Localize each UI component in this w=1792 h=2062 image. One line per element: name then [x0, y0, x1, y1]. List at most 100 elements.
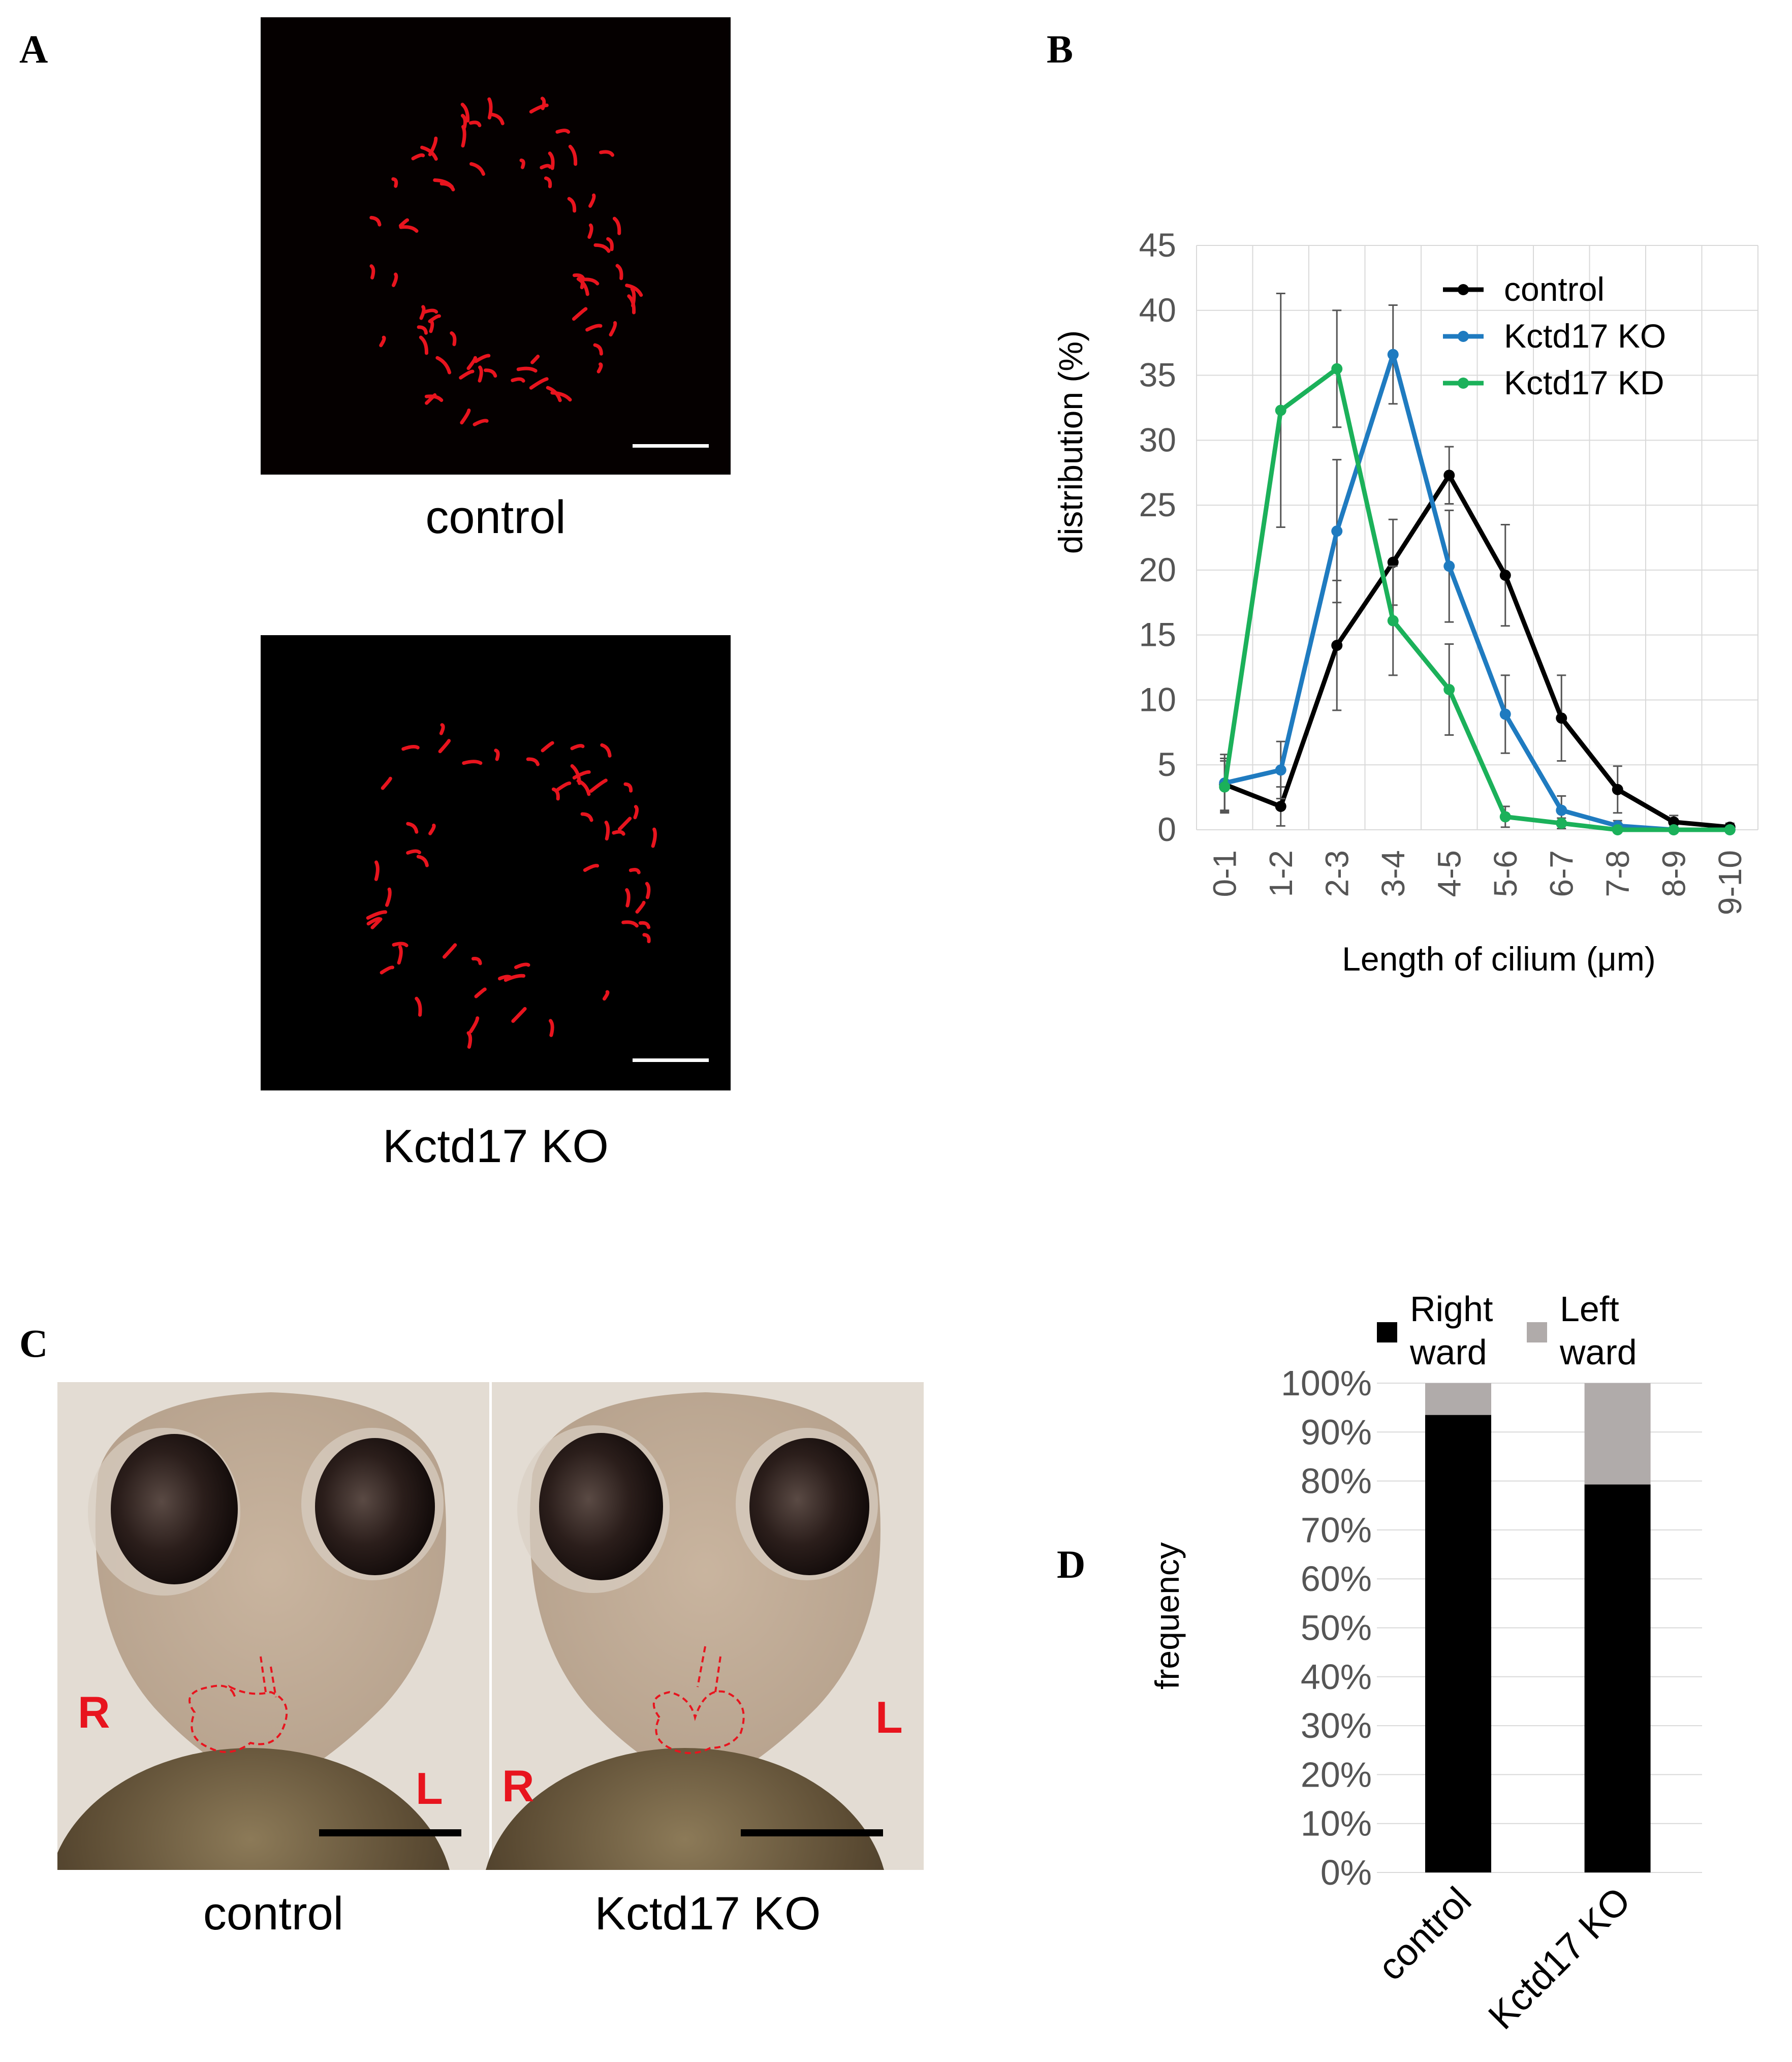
series-line	[1222, 366, 1730, 832]
cilium-mark	[599, 150, 614, 157]
cilium-mark	[379, 335, 386, 348]
data-point	[1612, 784, 1623, 795]
cilium-mark	[462, 760, 483, 765]
scale-bar	[319, 1829, 461, 1836]
cilium-mark	[587, 223, 593, 239]
legend-swatch	[1527, 1322, 1547, 1342]
cilium-mark	[369, 264, 375, 279]
data-point	[1612, 824, 1623, 835]
left-marker: L	[416, 1763, 443, 1814]
cilium-mark	[484, 368, 497, 378]
cilium-mark	[593, 343, 603, 356]
eye-icon	[539, 1433, 663, 1580]
cilium-mark	[494, 748, 500, 761]
y-tick-label: 100%	[1281, 1363, 1372, 1403]
cilium-mark	[392, 942, 408, 948]
x-tick-label: 6-7	[1543, 850, 1580, 897]
y-tick-label: 50%	[1301, 1608, 1372, 1648]
cilium-mark	[428, 136, 438, 157]
x-tick-label: 5-6	[1487, 850, 1524, 897]
eye-icon	[111, 1434, 238, 1584]
cilium-mark	[568, 144, 578, 166]
x-tick-label: 1-2	[1263, 850, 1299, 897]
panel-label-d: D	[1057, 1542, 1086, 1586]
data-point	[1331, 363, 1343, 374]
cilium-mark	[370, 917, 383, 929]
cilium-mark	[593, 243, 611, 253]
data-point	[1387, 556, 1399, 568]
y-tick-label: 10	[1139, 680, 1176, 718]
cilium-mark	[401, 744, 420, 751]
caption-a-control: control	[425, 491, 566, 543]
scale-bar	[633, 1058, 709, 1062]
data-point	[1331, 640, 1343, 651]
x-tick-label: 2-3	[1318, 850, 1355, 897]
legend-swatch	[1377, 1322, 1397, 1342]
cilium-mark	[469, 162, 485, 176]
x-tick-label: 8-9	[1655, 850, 1692, 897]
left-marker: L	[875, 1692, 903, 1742]
data-point	[1443, 684, 1455, 695]
legend-label: Kctd17 KD	[1504, 364, 1664, 401]
legend-label: Left	[1560, 1289, 1619, 1329]
cilium-mark	[621, 920, 639, 928]
cilium-mark	[461, 124, 466, 148]
eye-icon	[315, 1438, 435, 1575]
x-tick-label: 0-1	[1206, 850, 1243, 897]
cilium-mark	[540, 97, 546, 110]
cilium-mark	[589, 778, 608, 793]
y-tick-label: 90%	[1301, 1412, 1372, 1452]
scale-bar	[633, 444, 709, 448]
heart-outline	[652, 1690, 745, 1754]
data-point	[1499, 811, 1511, 823]
cilium-mark	[581, 277, 600, 286]
embryo-kctd17-ko	[486, 1382, 924, 1870]
x-axis-label: Length of cilium (μm)	[1342, 940, 1656, 978]
cilium-mark	[461, 114, 467, 130]
cilium-mark	[392, 272, 398, 287]
legend-marker	[1458, 331, 1469, 342]
cilium-mark	[511, 1007, 527, 1023]
cilium-mark	[540, 164, 552, 170]
y-tick-label: 70%	[1301, 1510, 1372, 1550]
cilium-mark	[551, 787, 560, 801]
cilium-mark	[572, 770, 591, 780]
cilium-mark	[391, 177, 398, 188]
cilium-mark	[468, 120, 482, 128]
cilium-mark	[567, 197, 577, 213]
bar-segment	[1425, 1383, 1491, 1415]
cilium-mark	[642, 933, 651, 944]
cilium-mark	[633, 805, 639, 820]
cilium-mark	[406, 822, 419, 834]
cilium-mark	[428, 823, 436, 835]
data-point	[1275, 404, 1286, 416]
x-tick-label: control	[1370, 1879, 1480, 1989]
cilium-mark	[416, 855, 429, 867]
data-point	[1387, 615, 1399, 627]
data-point	[1387, 349, 1399, 360]
cilium-mark	[439, 181, 455, 192]
legend-marker	[1458, 284, 1469, 295]
right-marker: R	[78, 1687, 110, 1737]
cilia-image-ko	[366, 723, 709, 1062]
data-point	[1219, 781, 1231, 793]
cilium-mark	[466, 1031, 473, 1049]
cilium-mark	[548, 151, 555, 170]
cilium-mark	[397, 945, 403, 965]
data-point	[1275, 764, 1286, 776]
embryo-photo-pair: R L R L	[57, 1382, 924, 1870]
cilium-mark	[541, 741, 554, 753]
cilium-mark	[628, 868, 641, 874]
cilium-mark	[526, 757, 540, 766]
legend-label: ward	[1559, 1332, 1637, 1372]
cilium-mark	[406, 849, 421, 855]
x-tick-label: 9-10	[1712, 850, 1748, 915]
cilium-mark	[417, 325, 428, 335]
y-tick-label: 30	[1139, 421, 1176, 458]
cilium-mark	[602, 990, 610, 1001]
cilium-mark	[511, 377, 525, 383]
bar-segment	[1584, 1383, 1651, 1485]
cilium-mark	[630, 287, 636, 307]
cilium-mark	[529, 377, 549, 390]
legend-label: ward	[1409, 1332, 1487, 1372]
